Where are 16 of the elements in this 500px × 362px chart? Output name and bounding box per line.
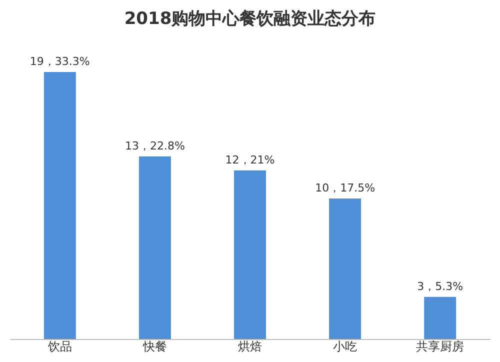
chart-title: 2018购物中心餐饮融资业态分布 <box>124 9 376 29</box>
x-tick-label: 饮品 <box>46 340 72 354</box>
bar <box>329 198 362 339</box>
bar <box>138 156 171 339</box>
bar <box>234 170 266 339</box>
data-label: 19，33.3% <box>30 55 90 68</box>
data-label: 3，5.3% <box>417 280 464 293</box>
x-tick-label: 小吃 <box>333 340 358 354</box>
data-label: 13，22.8% <box>124 139 185 152</box>
x-tick-label: 烘焙 <box>238 340 262 354</box>
bar <box>44 72 76 339</box>
data-label: 12，21% <box>225 153 275 166</box>
data-label: 10，17.5% <box>315 181 376 194</box>
bar <box>424 296 456 339</box>
x-tick-label: 共享厨房 <box>416 340 464 354</box>
x-tick-label: 快餐 <box>142 340 167 354</box>
